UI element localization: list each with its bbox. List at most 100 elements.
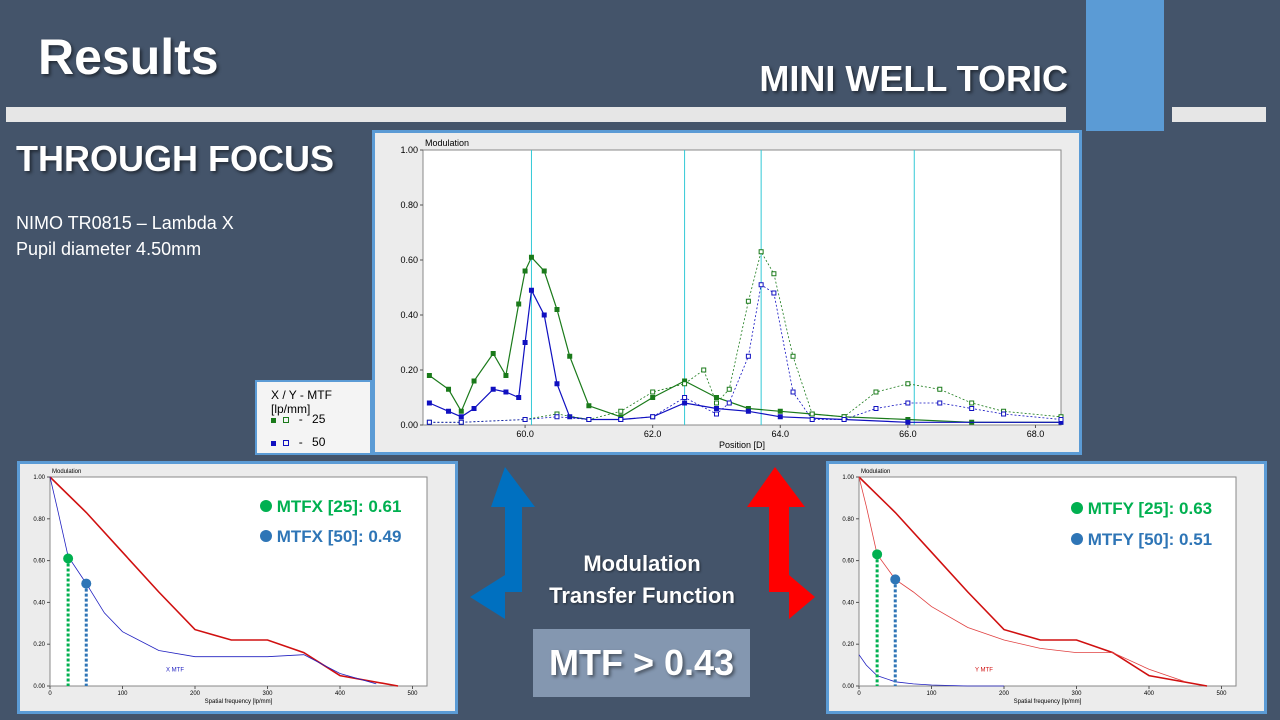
y-tick-label: 0.00 [33,684,45,690]
series-line-1 [429,288,1061,423]
data-point [905,400,911,406]
data-point [726,400,732,406]
x-tick-label: 66.0 [899,429,917,439]
section-heading: THROUGH FOCUS [16,138,334,179]
y-tick-label: 1.00 [33,475,45,481]
x-tick-label: 300 [262,691,273,697]
data-point [458,408,464,414]
legend-title: X / Y - MTF [lp/mm] [271,388,332,416]
data-point [458,414,464,420]
series-line-3 [429,284,1062,423]
data-point [503,389,509,395]
series-label: X MTF [166,667,184,673]
blue-double-arrow-icon [470,467,535,619]
legend-marker-x50 [271,441,276,446]
data-point [937,400,943,406]
data-point [618,417,624,422]
data-point [809,411,815,417]
data-point [969,406,975,411]
data-point [541,312,547,318]
series-line-0 [429,256,1061,423]
mtf-x-svg: Modulation 0.00 0.20 0.40 0.60 0.80 1.00 0 100 20… [33,469,428,705]
y-tick-label: 0.40 [33,600,45,606]
data-point [745,298,751,304]
x-tick-label: 300 [1071,691,1082,697]
data-point [567,353,573,359]
data-point [713,406,719,411]
data-point [713,395,719,400]
data-point [516,301,522,307]
series-line-2 [858,654,1004,687]
data-point [905,419,911,425]
data-point [490,386,496,392]
data-point [503,373,509,378]
x-tick-label: 68.0 [1027,429,1045,439]
data-point [522,340,528,345]
data-point [745,353,751,359]
data-point [490,351,496,356]
data-point [541,268,547,274]
y-tick-label: 0.20 [400,365,418,375]
data-point [758,249,764,255]
data-point [446,386,452,392]
legend-label-50: 50 [312,435,326,449]
legend-marker-y25 [283,417,290,423]
data-point [726,386,732,392]
series-line-0 [858,476,1208,687]
data-point [682,381,688,387]
data-point [937,386,943,392]
data-point [790,353,796,359]
legend-entry-25: - 25 [271,412,325,426]
data-point [522,268,528,274]
x-tick-label: 100 [117,691,128,697]
x-tick-label: 100 [926,691,937,697]
y-tick-label: 0.20 [33,642,45,648]
data-point [713,400,719,406]
data-point [426,400,432,406]
header-divider-right [1172,107,1266,122]
x-tick-label: 400 [335,691,346,697]
mtf-marker-point [63,553,74,564]
lens-name: NIMO TR0815 – Lambda X [16,213,234,233]
data-point [790,389,796,395]
pupil-diameter: Pupil diameter 4.50mm [16,239,202,259]
legend-label-25: 25 [312,412,326,426]
x-tick-label: 0 [857,691,861,697]
y-tick-label: 1.00 [400,145,418,155]
mtf-result-box: MTF > 0.43 [533,629,750,697]
data-point [771,271,777,277]
y-tick-label: 0.80 [400,200,418,210]
x-tick-label: 200 [999,691,1010,697]
mtf-caption-line2: Transfer Function [549,583,735,608]
chart-legend: X / Y - MTF [lp/mm] - 25 - 50 [255,380,372,455]
chart-title: Modulation [861,469,890,475]
data-point [650,414,656,420]
y-tick-label: 1.00 [842,475,854,481]
mtf-caption: Modulation Transfer Function [512,548,772,612]
data-point [969,400,975,406]
x-tick-label: 200 [190,691,201,697]
y-tick-label: 0.60 [33,559,45,565]
data-point [516,395,522,400]
chart-title: Modulation [52,469,81,475]
page-subtitle: MINI WELL TORIC [759,58,1068,99]
mtfy-25-annotation: MTFY [25]: 0.63 [1071,499,1212,519]
mtfy-50-annotation: MTFY [50]: 0.51 [1071,530,1212,550]
data-point [426,419,432,425]
x-tick-label: 500 [407,691,418,697]
data-point [446,408,452,414]
data-point [554,381,560,387]
accent-block [1086,0,1164,131]
legend-entry-50: - 50 [271,435,325,449]
mtfy-25-label: MTFY [25]: 0.63 [1087,499,1213,518]
y-tick-label: 0.40 [400,310,418,320]
mtf-marker-point [890,574,901,585]
data-point [528,254,534,260]
data-point [471,406,477,411]
x-tick-label: 0 [48,691,52,697]
mtf-caption-line1: Modulation [583,551,701,576]
x-tick-label: 64.0 [772,429,790,439]
data-point [650,395,656,400]
y-tick-label: 0.00 [842,684,854,690]
blue-dot-icon [260,530,272,542]
